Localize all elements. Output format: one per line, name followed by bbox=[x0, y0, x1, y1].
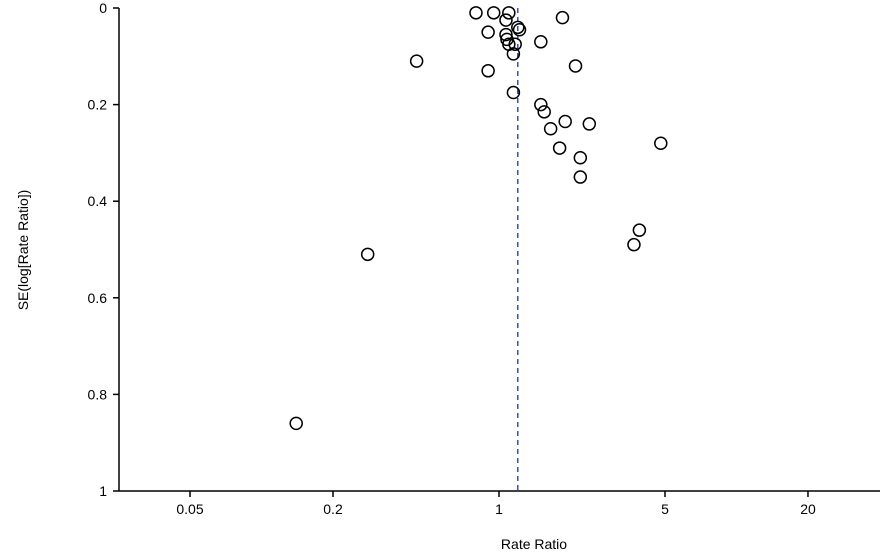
x-tick-label: 1 bbox=[495, 501, 503, 517]
x-tick-label: 20 bbox=[800, 501, 816, 517]
study-point bbox=[582, 117, 597, 131]
y-tick-label: 0.8 bbox=[88, 386, 108, 402]
y-axis-label: SE(log[Rate Ratio]) bbox=[15, 190, 31, 311]
study-point bbox=[360, 247, 375, 262]
study-point bbox=[537, 105, 551, 119]
study-point bbox=[558, 114, 572, 129]
study-point bbox=[486, 6, 501, 20]
study-point bbox=[543, 122, 558, 136]
study-point bbox=[289, 416, 303, 431]
study-point bbox=[573, 170, 588, 184]
study-point bbox=[512, 22, 527, 37]
y-tick-label: 0.6 bbox=[88, 290, 108, 306]
y-tick-label: 0.4 bbox=[88, 193, 108, 209]
study-point bbox=[506, 85, 521, 100]
study-point bbox=[632, 223, 647, 237]
study-point bbox=[481, 64, 495, 78]
study-point bbox=[508, 37, 522, 51]
study-point bbox=[568, 59, 583, 73]
study-point bbox=[534, 97, 548, 112]
y-ticks: 0 0.2 0.4 0.6 0.8 1 bbox=[88, 0, 119, 499]
study-point bbox=[481, 25, 495, 39]
axes bbox=[118, 8, 880, 492]
y-tick-label: 1 bbox=[99, 483, 107, 499]
study-point bbox=[552, 141, 567, 155]
x-tick-label: 0.05 bbox=[176, 501, 203, 517]
study-point bbox=[654, 136, 668, 150]
study-point bbox=[409, 54, 424, 68]
x-axis-label: Rate Ratio bbox=[501, 536, 567, 552]
study-point bbox=[506, 47, 521, 61]
study-point bbox=[534, 35, 548, 49]
y-tick-label: 0 bbox=[99, 0, 107, 16]
study-points bbox=[289, 6, 668, 431]
study-point bbox=[511, 20, 525, 35]
x-tick-label: 5 bbox=[661, 501, 669, 517]
study-point bbox=[502, 6, 516, 20]
study-point bbox=[469, 6, 483, 20]
study-point bbox=[499, 13, 513, 27]
y-tick-label: 0.2 bbox=[88, 97, 108, 113]
x-tick-label: 0.2 bbox=[323, 501, 343, 517]
study-point bbox=[627, 237, 641, 252]
x-ticks: 0.05 0.2 1 5 20 bbox=[176, 491, 816, 517]
study-point bbox=[499, 27, 513, 42]
study-point bbox=[573, 150, 588, 165]
study-point bbox=[555, 10, 570, 25]
